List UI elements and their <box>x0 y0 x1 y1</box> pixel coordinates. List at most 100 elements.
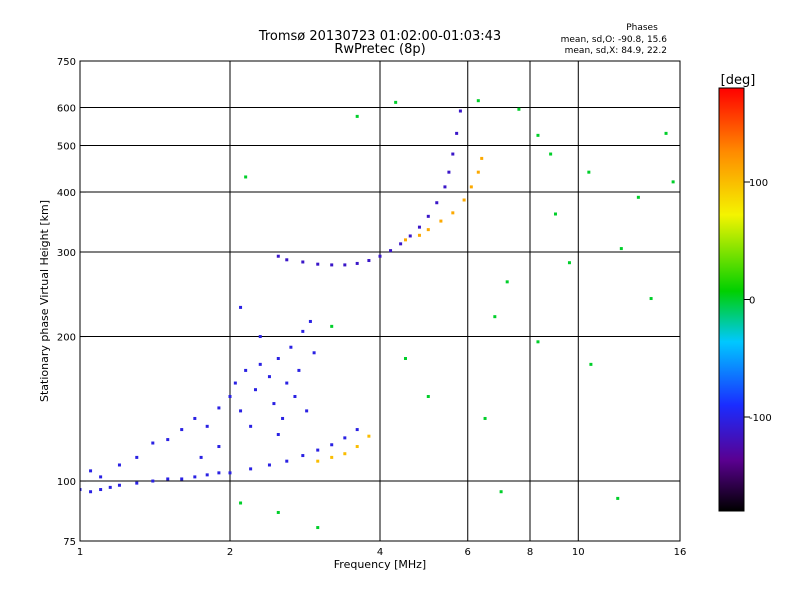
data-point <box>589 362 593 366</box>
data-point <box>587 170 591 174</box>
data-point <box>316 262 320 266</box>
data-point <box>285 459 289 463</box>
data-point <box>343 436 347 440</box>
data-point <box>493 315 497 319</box>
data-point <box>301 260 305 264</box>
data-point <box>89 469 93 473</box>
y-tick-label: 100 <box>57 477 76 488</box>
data-point <box>193 416 197 420</box>
y-axis-label: Stationary phase Virtual Height [km] <box>38 200 51 402</box>
data-point <box>505 280 509 284</box>
y-axis: 75 100 200 300 400 500 600 750 <box>57 57 86 548</box>
data-point <box>378 254 382 258</box>
data-point <box>289 345 293 349</box>
data-point <box>355 114 359 118</box>
data-point <box>394 100 398 104</box>
x-tick-label: 10 <box>572 547 585 558</box>
stats-header: Phases <box>626 23 658 33</box>
data-point <box>228 395 232 399</box>
data-point <box>443 185 447 189</box>
data-point <box>199 455 203 459</box>
data-point <box>649 297 653 301</box>
colorbar-tick-label: 100 <box>749 178 768 189</box>
data-point <box>258 335 262 339</box>
colorbar-label: [deg] <box>721 73 756 88</box>
y-tick-label: 200 <box>57 333 76 344</box>
data-point <box>205 473 209 477</box>
data-point <box>276 254 280 258</box>
data-point <box>308 319 312 323</box>
data-point <box>293 395 297 399</box>
data-point <box>367 434 371 438</box>
chart-title: Tromsø 20130723 01:02:00-01:03:43 <box>258 29 501 44</box>
data-point <box>193 475 197 479</box>
data-point <box>108 485 112 489</box>
data-point <box>480 156 484 160</box>
data-point <box>476 170 480 174</box>
stats-line-o: mean, sd,O: -90.8, 15.6 <box>561 35 668 45</box>
data-point <box>316 448 320 452</box>
data-point <box>403 238 407 242</box>
data-point <box>89 490 93 494</box>
data-point <box>117 463 121 467</box>
data-point <box>297 368 301 372</box>
data-point <box>312 351 316 355</box>
x-tick-label: 4 <box>377 547 383 558</box>
data-point <box>276 356 280 360</box>
data-point <box>239 409 243 413</box>
data-point <box>476 99 480 103</box>
data-point <box>403 356 407 360</box>
y-tick-label: 500 <box>57 142 76 153</box>
data-point <box>458 109 462 113</box>
data-point <box>619 247 623 251</box>
data-point <box>549 152 553 156</box>
data-point <box>664 131 668 135</box>
data-point <box>239 305 243 309</box>
colorbar <box>718 87 745 512</box>
data-point <box>355 261 359 265</box>
data-point <box>301 329 305 333</box>
data-point <box>451 211 455 215</box>
data-point <box>499 490 503 494</box>
y-tick-label: 300 <box>57 248 76 259</box>
data-point <box>151 441 155 445</box>
data-point <box>276 510 280 514</box>
data-point <box>276 433 280 437</box>
data-point <box>469 185 473 189</box>
data-point <box>135 481 139 485</box>
data-point <box>451 152 455 156</box>
chart-subtitle: RwPretec (8p) <box>334 42 425 57</box>
data-point <box>99 475 103 479</box>
data-point <box>536 340 540 344</box>
data-point <box>536 133 540 137</box>
data-point <box>330 324 334 328</box>
y-tick-label: 75 <box>63 537 76 548</box>
data-point <box>217 445 221 449</box>
data-point <box>99 488 103 492</box>
data-point <box>267 375 271 379</box>
x-axis-label: Frequency [MHz] <box>334 558 426 571</box>
x-tick-label: 8 <box>527 547 533 558</box>
data-point <box>233 381 237 385</box>
data-point <box>272 402 276 406</box>
data-point <box>205 424 209 428</box>
data-point <box>483 416 487 420</box>
data-point <box>343 452 347 456</box>
y-tick-label: 400 <box>57 188 76 199</box>
data-point <box>355 428 359 432</box>
x-tick-label: 1 <box>77 547 83 558</box>
data-point <box>671 180 675 184</box>
data-point <box>267 463 271 467</box>
data-point <box>330 455 334 459</box>
data-point <box>305 409 309 413</box>
y-tick-label: 750 <box>57 57 76 68</box>
data-point <box>258 362 262 366</box>
data-point <box>244 175 248 179</box>
data-point <box>80 488 82 492</box>
data-point <box>367 259 371 263</box>
data-point <box>355 445 359 449</box>
data-points <box>80 99 675 530</box>
data-point <box>435 201 439 205</box>
data-point <box>249 467 253 471</box>
